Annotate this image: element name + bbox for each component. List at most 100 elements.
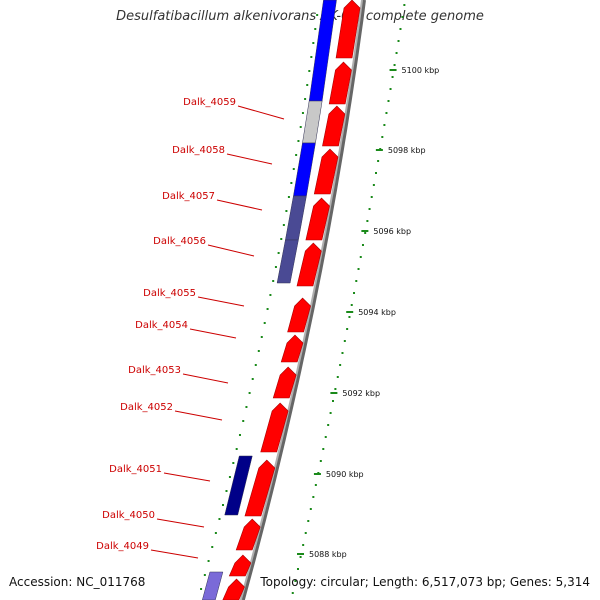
minor-tick [280, 238, 283, 240]
reverse-gene-block [276, 239, 299, 284]
scale-dot [296, 568, 299, 570]
scale-label: 5096 kbp [373, 227, 411, 236]
minor-tick [310, 56, 313, 58]
minor-tick [260, 336, 263, 338]
gene-label: Dalk_4053 [128, 365, 181, 376]
gene-label: Dalk_4059 [183, 97, 236, 108]
minor-tick [301, 112, 304, 114]
minor-tick [235, 448, 238, 450]
label-leader-line [174, 410, 223, 421]
minor-tick [266, 308, 269, 310]
scale-dot [397, 40, 400, 42]
forward-gene-arrow [222, 578, 245, 600]
scale-label: 5100 kbp [402, 66, 440, 75]
scale-dot [393, 64, 396, 66]
scale-dot [302, 544, 305, 546]
backbone-ring [240, 0, 366, 600]
scale-dot [372, 184, 375, 186]
label-leader-line [237, 105, 285, 120]
scale-dot [401, 16, 404, 18]
gene-label: Dalk_4049 [96, 541, 149, 552]
minor-tick [218, 518, 221, 520]
minor-tick [203, 574, 206, 576]
gene-labels: Dalk_4059 Dalk_4058 Dalk_4057 Dalk_4056 Dalk… [96, 97, 236, 552]
minor-tick [228, 476, 231, 478]
scale-dot [387, 100, 390, 102]
minor-tick [211, 546, 214, 548]
label-leader-line [150, 549, 199, 559]
scale-dot [307, 520, 310, 522]
forward-gene-arrow [228, 554, 252, 577]
reverse-gene-block [285, 195, 307, 241]
gene-label: Dalk_4055 [143, 288, 196, 299]
minor-tick [214, 532, 217, 534]
scale-dot [334, 388, 337, 390]
minor-tick [292, 168, 295, 170]
scale-dot [332, 400, 334, 402]
label-leader-line [216, 199, 263, 211]
minor-tick [314, 28, 317, 30]
scale-dot [291, 592, 294, 594]
forward-gene-arrow [322, 105, 346, 147]
scale-label: 5088 kbp [309, 550, 347, 559]
scale-dot [294, 580, 297, 582]
label-leader-line [207, 244, 255, 257]
minor-tick [312, 42, 315, 44]
scale-dot [403, 4, 406, 6]
map-title: Desulfatibacillum alkenivorans AK-01, co… [116, 9, 484, 24]
scale-dot [391, 76, 394, 78]
scale-ticks: 5100 kbp 5098 kbp 5096 kbp 5094 kbp 5092 kbp… [200, 4, 439, 594]
forward-gene-arrow [335, 0, 361, 59]
minor-tick [257, 350, 260, 352]
scale-dot [299, 556, 302, 558]
minor-tick [316, 14, 319, 16]
forward-gene-arrow [272, 366, 297, 399]
forward-gene-arrow [244, 459, 276, 517]
minor-tick [207, 560, 210, 562]
minor-tick [287, 196, 290, 198]
scale-dot [361, 244, 364, 246]
scale-dot [324, 436, 327, 438]
minor-tick [232, 462, 235, 464]
scale-dot [322, 448, 325, 450]
label-leader-line [197, 296, 245, 307]
minor-tick [297, 140, 300, 142]
reverse-gene-block [224, 455, 253, 516]
minor-tick [251, 378, 254, 380]
scale-dot [381, 136, 384, 138]
minor-tick [248, 392, 251, 394]
scale-dot [357, 268, 360, 270]
scale-dot [389, 88, 392, 90]
minor-tick [272, 280, 275, 282]
label-leader-line [156, 518, 205, 528]
minor-tick [285, 210, 288, 212]
forward-gene-arrow [280, 334, 304, 363]
gene-label: Dalk_4052 [120, 402, 173, 413]
scale-dot [385, 112, 388, 114]
gene-label: Dalk_4054 [135, 320, 188, 331]
scale-dot [350, 304, 353, 306]
scale-dot [329, 412, 332, 414]
minor-tick [221, 504, 224, 506]
minor-tick [245, 406, 248, 408]
forward-gene-arrow [328, 61, 352, 105]
minor-tick [290, 182, 293, 184]
label-leaders [150, 105, 285, 559]
scale-label: 5094 kbp [358, 308, 396, 317]
scale-dot [353, 292, 356, 294]
scale-dot [304, 532, 307, 534]
gene-label: Dalk_4056 [153, 236, 206, 247]
minor-tick [263, 322, 266, 324]
gene-label: Dalk_4058 [172, 145, 225, 156]
scale-label: 5090 kbp [326, 470, 364, 479]
accession-text: Accession: NC_011768 [9, 575, 146, 589]
minor-tick [282, 224, 285, 226]
scale-dot [309, 508, 312, 510]
minor-tick [304, 98, 307, 100]
reverse-strand-features [202, 0, 337, 600]
minor-tick [274, 266, 277, 268]
forward-gene-arrow [313, 148, 339, 195]
minor-tick [299, 126, 302, 128]
scale-dot [370, 196, 373, 198]
